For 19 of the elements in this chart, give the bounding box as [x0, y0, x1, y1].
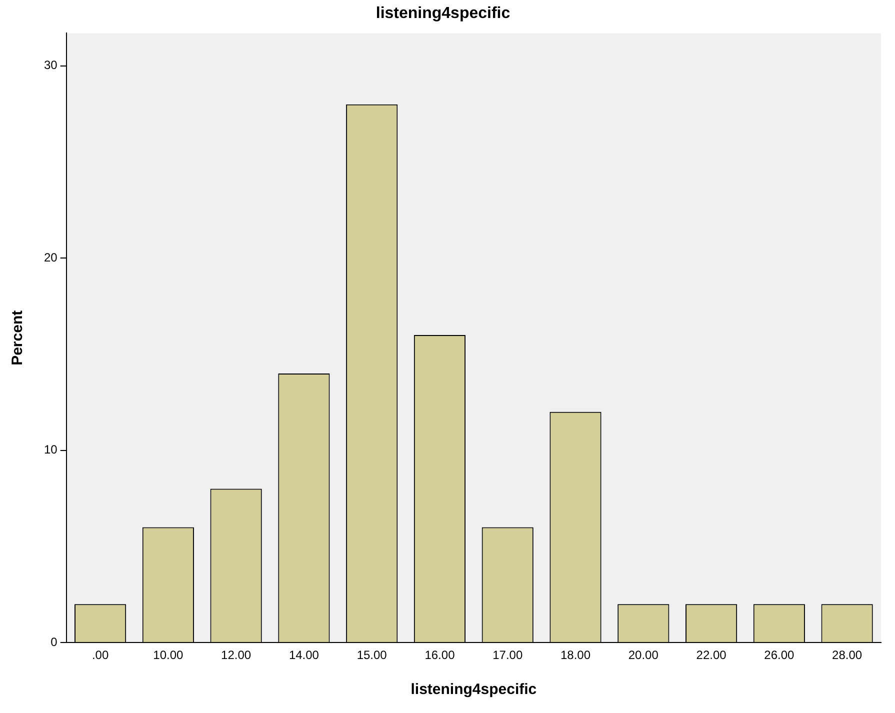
y-tick-label: 0: [50, 634, 58, 649]
x-tick-label: 18.00: [560, 648, 591, 662]
x-tick-label: 16.00: [424, 648, 456, 662]
x-tick-label: 12.00: [221, 648, 252, 662]
y-axis-title: Percent: [9, 310, 26, 366]
x-tick-label: 14.00: [288, 648, 320, 662]
y-tick-label: 20: [44, 250, 58, 264]
x-tick-label: 20.00: [628, 648, 659, 662]
x-tick-label: 17.00: [492, 648, 523, 662]
x-tick-label: 22.00: [696, 648, 727, 662]
y-tick-label: 10: [44, 442, 58, 457]
x-axis-title: listening4specific: [410, 681, 537, 698]
x-tick-label: 10.00: [153, 648, 184, 662]
y-tick-label: 30: [44, 58, 58, 72]
x-tick-label: .00: [92, 648, 109, 662]
x-tick-label: 26.00: [764, 648, 795, 662]
x-tick-label: 28.00: [832, 648, 862, 662]
chart-title: listening4specific: [376, 5, 510, 22]
x-tick-label: 15.00: [356, 648, 388, 662]
